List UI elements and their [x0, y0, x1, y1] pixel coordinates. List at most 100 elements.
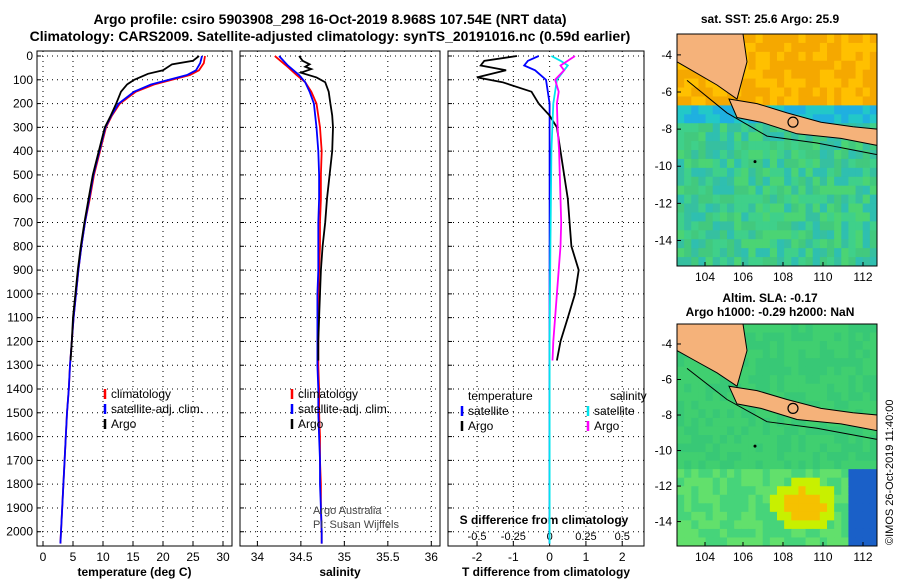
map-cell [841, 167, 849, 178]
map-cell [798, 486, 807, 496]
map-cell [848, 349, 857, 359]
map-cell [784, 417, 792, 427]
map-cell [862, 34, 871, 44]
map-cell [848, 511, 857, 521]
map-cell [769, 435, 778, 445]
map-cell [834, 537, 842, 547]
map-cell [834, 358, 842, 368]
map-cell [719, 494, 728, 504]
map-cell [769, 230, 778, 240]
map-cell [734, 158, 742, 169]
map-cell [684, 503, 692, 513]
map-cell [741, 426, 749, 436]
map-cell [862, 212, 871, 222]
map-cell [855, 105, 864, 115]
map-cell [834, 460, 842, 470]
map-cell [855, 176, 864, 187]
map-cell [834, 230, 842, 240]
map-cell [841, 426, 849, 436]
map-cell [684, 114, 692, 124]
map-cell [862, 194, 871, 205]
temperature-xtick-label: 5 [70, 550, 77, 564]
map-cell [691, 123, 699, 133]
map-cell [677, 141, 685, 151]
map-cell [834, 141, 842, 151]
map-xtick-label: 110 [813, 270, 832, 284]
map-cell [862, 349, 871, 359]
map-cell [798, 132, 807, 142]
map-cell [691, 375, 699, 385]
map-cell [827, 221, 835, 231]
map-cell [869, 150, 878, 160]
map-cell [798, 426, 807, 436]
map-cell [834, 105, 842, 115]
temperature-legend-label: satellite-adj. clim. [111, 402, 203, 416]
map-cell [755, 443, 764, 453]
map-cell [777, 212, 785, 222]
map-cell [677, 486, 685, 496]
map-cell [734, 212, 742, 222]
map-cell [791, 486, 799, 496]
map-cell [834, 96, 842, 106]
map-cell [869, 435, 878, 445]
map-cell [719, 443, 728, 453]
map-cell [698, 426, 707, 436]
map-cell [762, 167, 771, 178]
map-cell [855, 257, 864, 267]
map-cell [784, 257, 792, 267]
map-cell [777, 230, 785, 240]
map-cell [855, 375, 864, 385]
map-cell [841, 141, 849, 151]
map-cell [684, 230, 692, 240]
map-cell [841, 528, 849, 538]
map-cell [784, 452, 792, 462]
map-cell [755, 132, 764, 142]
map-cell [827, 358, 835, 368]
map-cell [834, 375, 842, 385]
map-cell [812, 426, 821, 436]
map-cell [762, 486, 771, 496]
map-cell [784, 477, 792, 487]
map-cell [805, 392, 814, 402]
map-cell [869, 426, 878, 436]
map-cell [684, 123, 692, 133]
map-cell [869, 494, 878, 504]
map-cell [784, 341, 792, 351]
map-cell [719, 528, 728, 538]
map-cell [812, 51, 821, 62]
map-cell [834, 503, 842, 513]
map-cell [698, 150, 707, 160]
map-cell [705, 452, 714, 462]
map-cell [827, 469, 835, 479]
map-cell [755, 417, 764, 427]
map-cell [777, 383, 785, 393]
map-cell [805, 324, 814, 334]
map-cell [712, 248, 721, 258]
map-cell [819, 366, 828, 376]
map-cell [769, 520, 778, 530]
map-cell [791, 528, 799, 538]
map-cell [834, 212, 842, 222]
map-cell [805, 51, 814, 62]
depth-tick-label: 700 [13, 216, 33, 230]
map-cell [862, 87, 871, 97]
map-cell [691, 503, 699, 513]
map-cell [784, 383, 792, 393]
map-cell [734, 426, 742, 436]
map-cell [712, 96, 721, 106]
map-cell [677, 167, 685, 178]
map-cell [727, 511, 735, 521]
map-cell [727, 123, 735, 133]
map-cell [777, 248, 785, 258]
map-cell [719, 426, 728, 436]
map-xtick-label: 108 [773, 270, 793, 284]
map-cell [684, 87, 692, 97]
map-cell [769, 511, 778, 521]
map-cell [827, 194, 835, 205]
map-cell [805, 417, 814, 427]
map-cell [784, 212, 792, 222]
map-cell [712, 469, 721, 479]
map-cell [791, 60, 799, 71]
map-cell [684, 537, 692, 547]
map-cell [719, 257, 728, 267]
